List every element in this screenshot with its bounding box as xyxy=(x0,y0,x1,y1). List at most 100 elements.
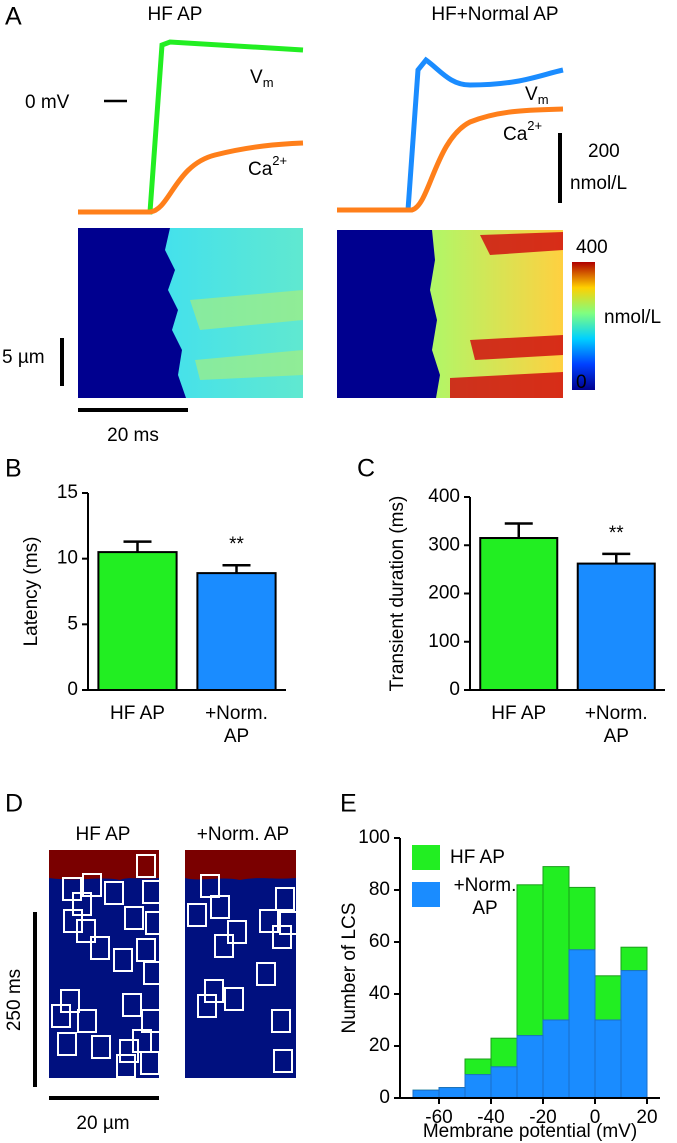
panel-d: D HF AP +Norm. AP 250 ms 20 µm xyxy=(4,790,299,1134)
histogram-bar xyxy=(516,1035,544,1099)
y-tick-label: 15 xyxy=(57,482,78,503)
histogram-bar xyxy=(568,949,596,1099)
panel-letter: D xyxy=(5,790,23,818)
histogram-bar xyxy=(542,1019,570,1099)
vm-label: Vm xyxy=(250,67,274,90)
y-tick-label: 0 xyxy=(379,1087,390,1108)
x-tick-label: -20 xyxy=(529,1107,556,1128)
space-scale: 5 µm xyxy=(2,347,45,368)
ca-trace xyxy=(78,140,304,215)
significance: ** xyxy=(229,534,244,555)
panel-letter: B xyxy=(5,455,22,483)
legend-label: HF AP xyxy=(450,847,505,868)
vm-text: V xyxy=(250,67,263,88)
ca-sup: 2+ xyxy=(272,153,287,168)
panel-a: A HF AP HF+Normal AP 0 mV Vm Ca2+ Vm Ca2… xyxy=(2,3,661,446)
heatmap-texture xyxy=(450,232,563,398)
error-bar xyxy=(504,522,533,539)
vm-trace xyxy=(78,39,304,215)
x-tick-label: HF AP xyxy=(491,703,547,724)
colorbar-tick: 400 xyxy=(576,237,608,258)
bar xyxy=(97,551,178,691)
x-tick-label-box: HF AP xyxy=(110,703,165,724)
colorbar xyxy=(572,262,595,390)
x-tick-label-box: +Norm. AP xyxy=(584,703,648,747)
y-axis-label: Number of LCS xyxy=(339,903,360,1034)
scale-unit: nmol/L xyxy=(570,173,627,194)
heatmap-texture xyxy=(190,290,303,380)
panel-title: HF AP xyxy=(148,4,203,25)
error-bar xyxy=(602,552,631,564)
histogram-bar xyxy=(620,970,648,1099)
x-tick-label: 0 xyxy=(590,1107,601,1128)
x-tick-label: +Norm. AP xyxy=(205,703,268,747)
ca-text: Ca xyxy=(503,124,528,145)
panel-title: HF AP xyxy=(76,824,131,845)
scale-value: 200 xyxy=(588,141,620,162)
x-tick-label: -40 xyxy=(477,1107,504,1128)
panel-letter: E xyxy=(340,790,357,818)
ca-text: Ca xyxy=(248,159,273,180)
y-tick-label: 60 xyxy=(369,931,390,952)
y-axis-label: Latency (ms) xyxy=(21,537,42,647)
significance: ** xyxy=(609,523,624,544)
panel-letter: C xyxy=(357,455,375,483)
legend-swatch xyxy=(412,882,440,907)
panel-title: +Norm. AP xyxy=(197,824,289,845)
y-tick-label: 0 xyxy=(67,679,78,700)
error-bar xyxy=(222,563,251,574)
y-tick-label: 100 xyxy=(428,631,460,652)
vm-sub: m xyxy=(538,92,549,107)
time-scale: 20 ms xyxy=(107,425,159,446)
histogram-bar xyxy=(490,1066,518,1099)
x-tick-label-box: +Norm. AP xyxy=(205,703,268,747)
bar xyxy=(479,537,559,692)
bar xyxy=(196,572,277,692)
y-tick-label: 0 xyxy=(449,679,460,700)
line-scan-band xyxy=(49,850,159,880)
space-scale: 20 µm xyxy=(76,1113,129,1134)
y-tick-label: 80 xyxy=(369,879,390,900)
vm-trace xyxy=(337,56,564,213)
ca-sup: 2+ xyxy=(527,118,542,133)
y-tick-label: 100 xyxy=(358,827,390,848)
error-bar xyxy=(123,540,152,553)
spark-boxes xyxy=(51,854,299,1078)
colorbar-tick: 0 xyxy=(576,372,587,393)
x-tick-label-box: HF AP xyxy=(491,703,547,724)
legend-swatch xyxy=(412,845,440,870)
histogram-bar xyxy=(464,1074,492,1099)
time-scale: 250 ms xyxy=(4,969,25,1031)
vm-label: Vm xyxy=(525,84,549,107)
x-tick-label: HF AP xyxy=(110,703,165,724)
zero-label: 0 mV xyxy=(25,92,70,113)
y-tick-label: 10 xyxy=(57,548,78,569)
y-tick-label: 300 xyxy=(428,534,460,555)
panel-letter: A xyxy=(5,3,22,31)
panel-title: HF+Normal AP xyxy=(431,4,558,25)
ca-label: Ca2+ xyxy=(503,118,542,145)
x-axis-label: Membrane potential (mV) xyxy=(423,1121,637,1142)
y-axis-label: Transient duration (ms) xyxy=(387,496,408,692)
ca-trace xyxy=(337,106,564,213)
bar xyxy=(576,562,656,692)
y-tick-label: 200 xyxy=(428,583,460,604)
heatmap-baseline xyxy=(78,228,186,398)
histogram-bar xyxy=(412,1089,440,1099)
legend-label-box: +Norm. AP xyxy=(453,875,517,919)
histogram-bar xyxy=(438,1087,466,1099)
heatmap-baseline xyxy=(337,230,440,398)
histogram-bar xyxy=(594,1019,622,1099)
y-tick-label: 40 xyxy=(369,983,390,1004)
x-tick-label: -60 xyxy=(425,1107,452,1128)
x-tick-label: 20 xyxy=(636,1107,657,1128)
colorbar-label: nmol/L xyxy=(604,307,661,328)
y-tick-label: 5 xyxy=(67,613,78,634)
legend-label: +Norm. AP xyxy=(453,875,517,919)
vm-text: V xyxy=(525,84,538,105)
x-tick-label: +Norm. AP xyxy=(584,703,648,747)
line-scan-band xyxy=(185,850,296,880)
y-tick-label: 400 xyxy=(428,486,460,507)
y-tick-label: 20 xyxy=(369,1035,390,1056)
